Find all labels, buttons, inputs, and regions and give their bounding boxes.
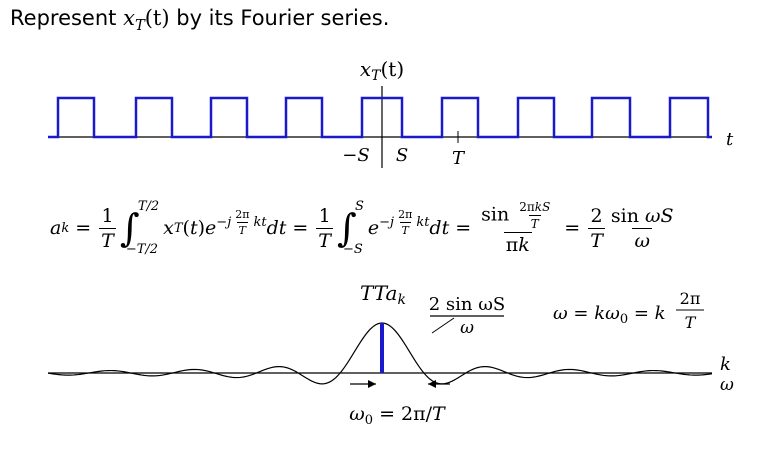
tick-label-S: S bbox=[396, 145, 408, 166]
tick-label-neg-S: −S bbox=[342, 145, 369, 166]
square-wave-plot: xT(t) t −S S T bbox=[48, 57, 734, 169]
spectrum-plot: TTak 2 sin ωS ω ω = kω0 = k 2π T k ω ω0 … bbox=[47, 281, 734, 428]
envelope-label-denominator: ω bbox=[460, 318, 474, 338]
heading-signal: xT(t) bbox=[123, 6, 170, 35]
heading-suffix: by its Fourier series. bbox=[176, 6, 390, 30]
square-wave-signal bbox=[48, 96, 712, 139]
label-Tak: TTak bbox=[360, 281, 406, 308]
heading: Represent xT(t) by its Fourier series. bbox=[10, 6, 389, 34]
omega0-label: ω0 = 2π/T bbox=[349, 403, 446, 428]
time-axis-label: t bbox=[726, 129, 734, 150]
axis-label-k: k bbox=[720, 354, 731, 375]
svg-text:2π: 2π bbox=[680, 289, 701, 308]
omega-relation: ω = kω0 = k bbox=[553, 303, 666, 327]
axis-label-omega: ω bbox=[720, 375, 734, 395]
square-wave-label: xT(t) bbox=[360, 57, 404, 84]
envelope-pointer bbox=[431, 317, 455, 334]
spectral-lines bbox=[86, 323, 678, 374]
tick-label-T: T bbox=[452, 148, 466, 169]
heading-prefix: Represent bbox=[10, 6, 117, 30]
svg-text:T: T bbox=[685, 313, 697, 332]
envelope-label-numerator: 2 sin ωS bbox=[429, 294, 506, 315]
